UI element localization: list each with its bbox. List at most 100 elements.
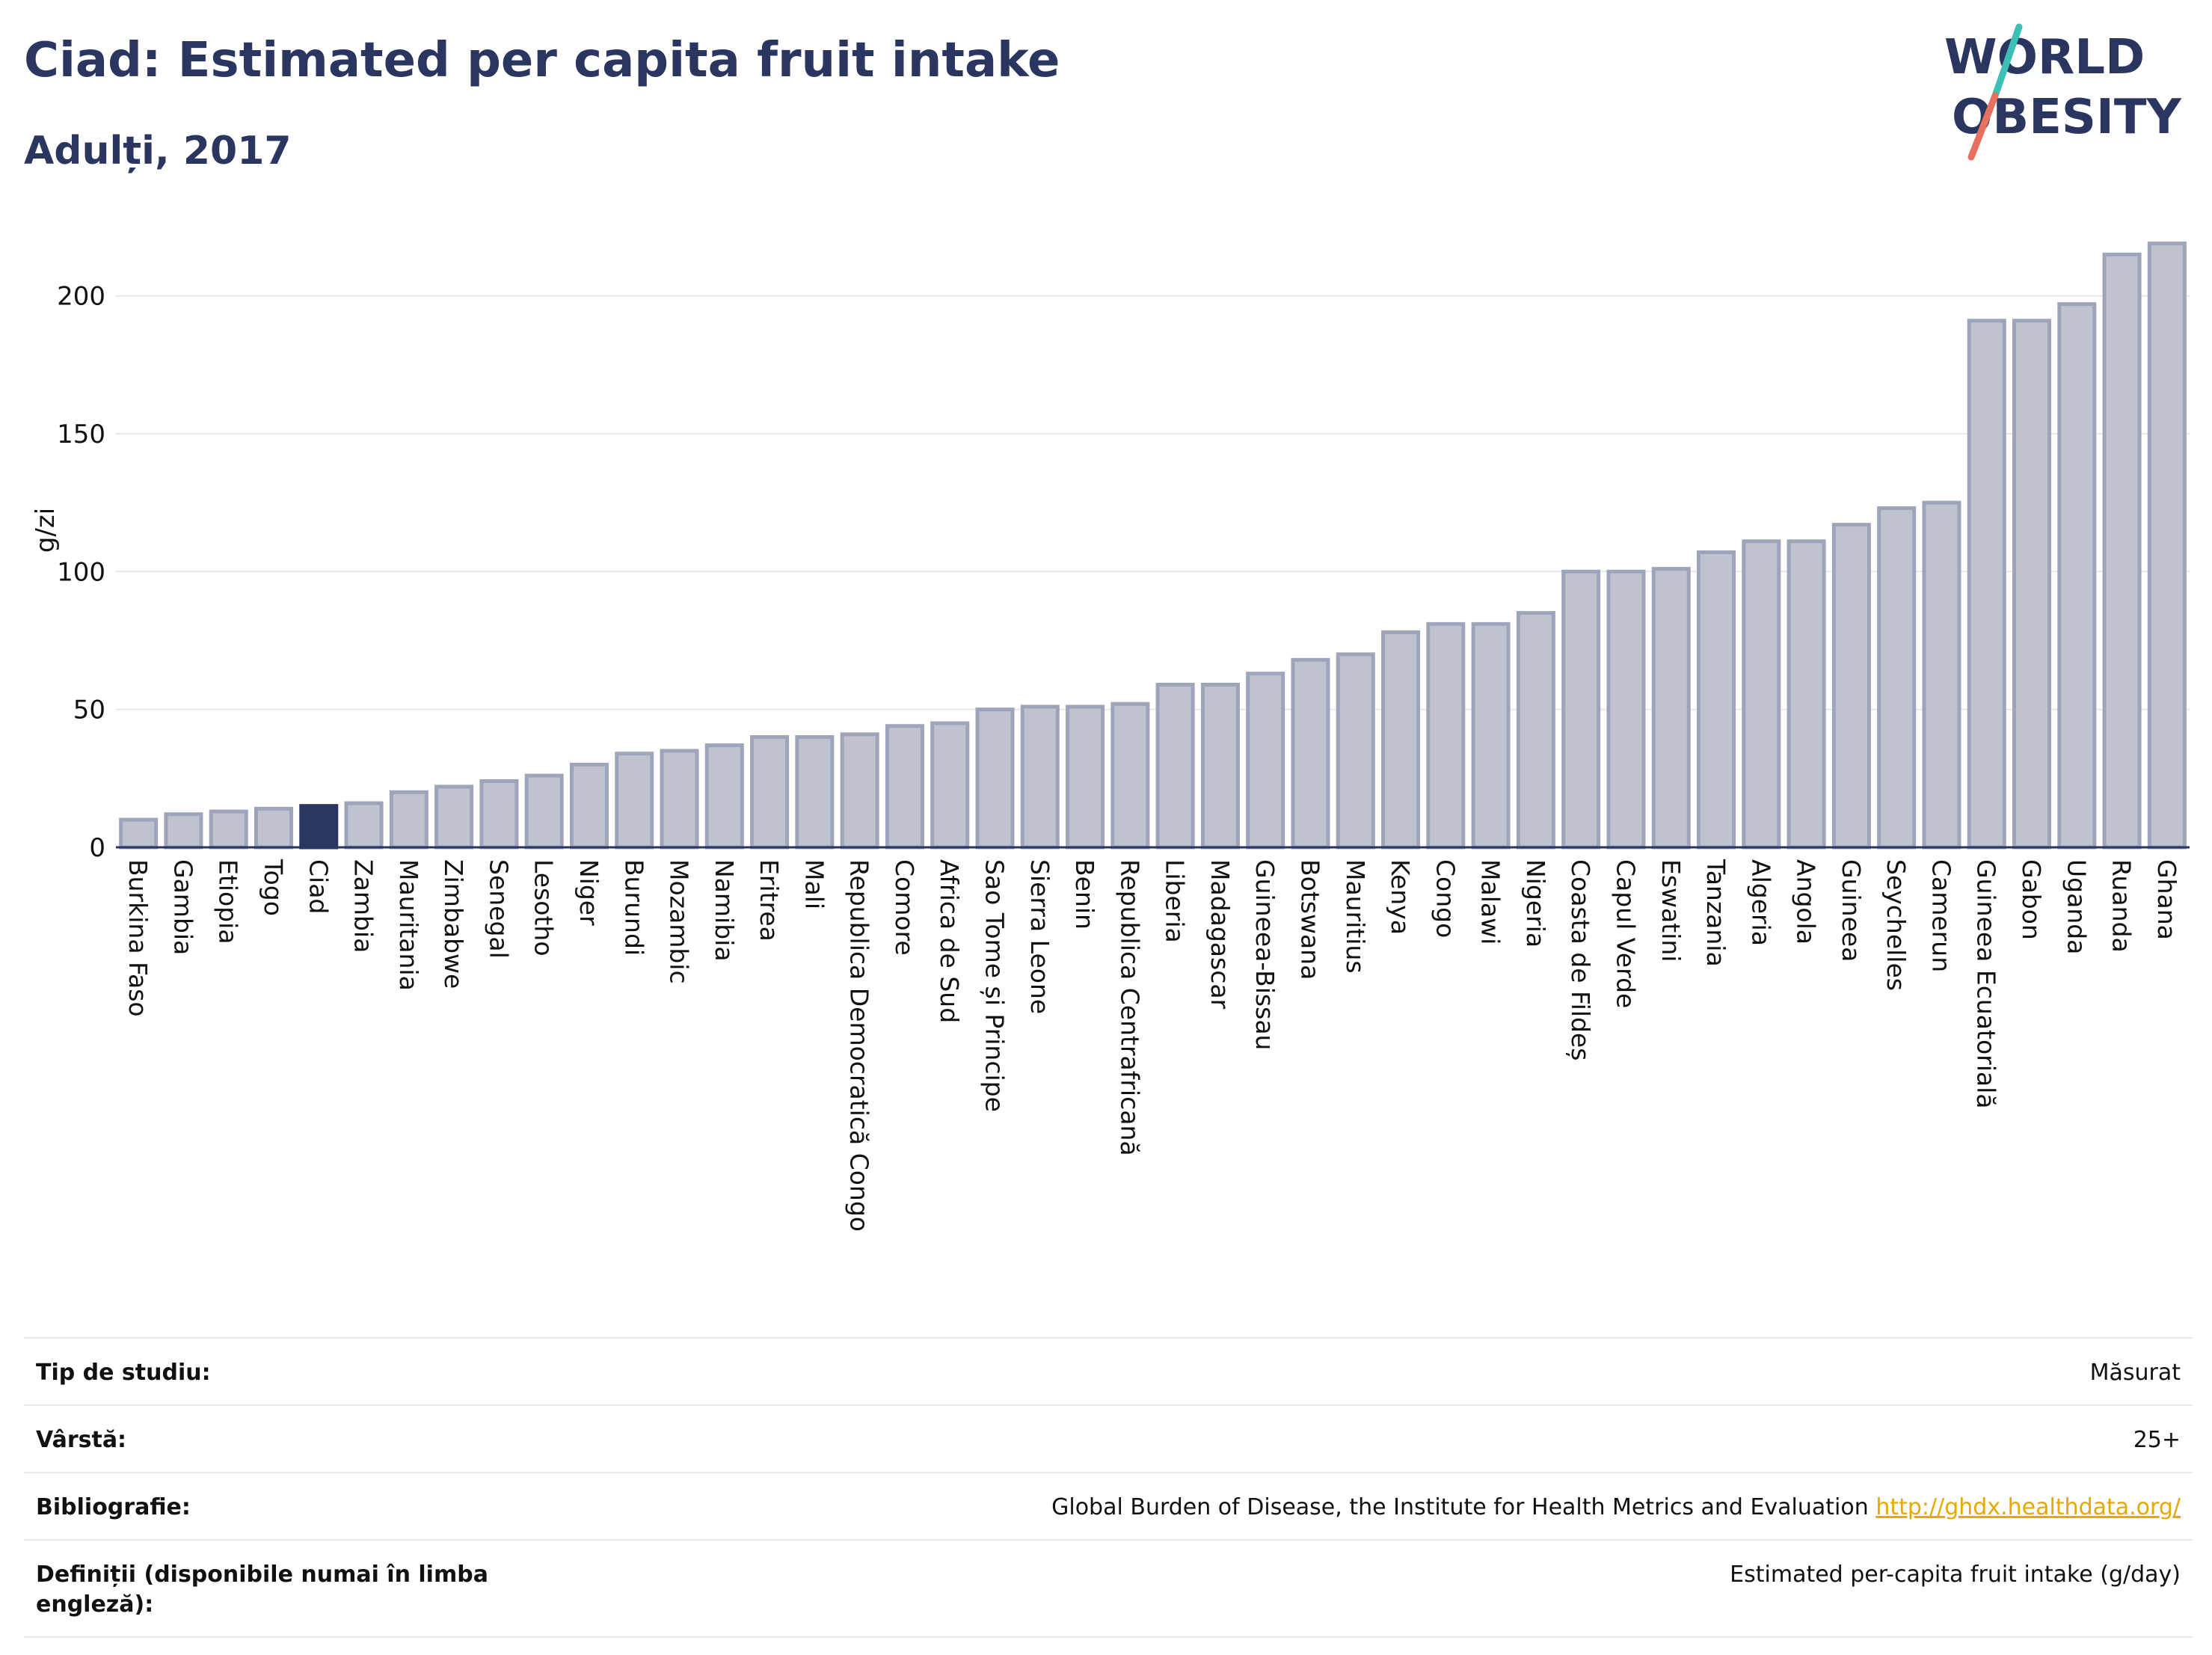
bar-mauritius[interactable] <box>1336 652 1375 850</box>
x-tick-label: Eritrea <box>755 859 784 942</box>
bar-seychelles[interactable] <box>1877 506 1917 850</box>
bar-burkina-faso[interactable] <box>119 817 159 850</box>
x-tick-label: Angola <box>1792 859 1821 945</box>
bar-africa-de-sud[interactable] <box>930 721 970 850</box>
bar-namibia[interactable] <box>704 743 744 850</box>
bibliography-link[interactable]: http://ghdx.healthdata.org/ <box>1875 1494 2181 1520</box>
bar-mauritania[interactable] <box>389 790 428 850</box>
x-tick-label: Ciad <box>304 859 333 914</box>
bar-guineea-bissau[interactable] <box>1246 672 1285 850</box>
x-tick-label: Sao Tome și Principe <box>980 859 1010 1112</box>
bar-zimbabwe[interactable] <box>434 784 474 850</box>
bar-malawi[interactable] <box>1471 621 1511 850</box>
bar-algeria[interactable] <box>1742 539 1781 850</box>
x-tick-labels: Burkina Faso Gambia Etiopia Togo Ciad Zambia M… <box>123 859 2181 1232</box>
x-tick-label: Gabon <box>2017 859 2046 940</box>
bar-ciad[interactable] <box>299 804 339 850</box>
bar-republica-centrafricană[interactable] <box>1110 701 1150 850</box>
bar-lesotho[interactable] <box>524 773 564 850</box>
bar-mozambic[interactable] <box>660 749 699 850</box>
info-value: Estimated per-capita fruit intake (g/day… <box>1730 1562 2181 1588</box>
info-value: Măsurat <box>2089 1360 2181 1386</box>
x-tick-label: Africa de Sud <box>935 859 964 1023</box>
bar-kenya[interactable] <box>1381 630 1421 850</box>
bar-coasta-de-fildeș[interactable] <box>1561 569 1601 850</box>
x-tick-label: Camerun <box>1926 859 1956 972</box>
bar-burundi[interactable] <box>615 752 654 850</box>
x-tick-label: Benin <box>1070 859 1099 930</box>
x-tick-label: Tanzania <box>1701 859 1730 967</box>
bar-chart: 0 50 100 150 200 Burkina Faso Gambia Etiopia To… <box>31 242 2190 1232</box>
info-row-age: Vârstă: 25+ <box>24 1404 2193 1472</box>
bar-republica-democratică-congo[interactable] <box>840 732 879 850</box>
bar-guineea[interactable] <box>1831 523 1871 850</box>
x-tick-label: Capul Verde <box>1611 859 1640 1008</box>
x-tick-label: Etiopia <box>214 859 243 945</box>
x-tick-label: Togo <box>259 859 288 916</box>
bar-comore[interactable] <box>885 724 924 850</box>
bar-nigeria[interactable] <box>1516 611 1555 850</box>
x-tick-label: Mali <box>799 859 829 909</box>
bar-liberia[interactable] <box>1155 682 1195 850</box>
bar-sao-tome-și-principe[interactable] <box>975 707 1015 850</box>
y-tick-label: 0 <box>89 833 105 863</box>
info-key: Bibliografie: <box>36 1494 191 1520</box>
x-tick-label: Guineea-Bissau <box>1250 859 1279 1050</box>
x-tick-label: Malawi <box>1476 859 1505 945</box>
bar-madagascar[interactable] <box>1200 682 1240 850</box>
info-row-definitions: Definiții (disponibile numai în limba en… <box>24 1539 2193 1638</box>
x-tick-label: Mauritania <box>394 859 423 991</box>
bar-botswana[interactable] <box>1291 657 1330 850</box>
y-tick-label: 150 <box>57 420 105 449</box>
bar-senegal[interactable] <box>479 779 519 850</box>
bar-tanzania[interactable] <box>1697 550 1736 850</box>
x-tick-label: Ghana <box>2152 859 2181 940</box>
bar-gabon[interactable] <box>2012 319 2052 850</box>
x-tick-label: Mauritius <box>1341 859 1370 974</box>
bar-ruanda[interactable] <box>2102 252 2142 850</box>
bar-etiopia[interactable] <box>209 809 248 850</box>
world-obesity-logo: WORLD OBESITY <box>1944 23 2181 161</box>
info-value: Global Burden of Disease, the Institute … <box>1051 1494 1869 1520</box>
info-key: Vârstă: <box>36 1427 127 1453</box>
info-value: 25+ <box>2133 1427 2181 1453</box>
bar-zambia[interactable] <box>344 801 384 850</box>
bar-uganda[interactable] <box>2057 302 2097 850</box>
x-tick-label: Republica Democratică Congo <box>845 859 874 1232</box>
x-tick-label: Comore <box>890 859 919 956</box>
bar-niger[interactable] <box>569 762 609 850</box>
y-tick-label: 100 <box>57 557 105 587</box>
x-tick-label: Zimbabwe <box>439 859 468 989</box>
x-tick-label: Niger <box>574 859 603 926</box>
x-tick-label: Ruanda <box>2107 859 2136 953</box>
bar-mali[interactable] <box>795 735 835 850</box>
x-tick-label: Guineea Ecuatorială <box>1972 859 2001 1109</box>
x-tick-label: Sierra Leone <box>1025 859 1054 1014</box>
bar-gambia[interactable] <box>164 812 203 850</box>
x-tick-label: Namibia <box>710 859 739 962</box>
bar-ghana[interactable] <box>2147 242 2187 850</box>
x-tick-label: Madagascar <box>1205 859 1235 1010</box>
bar-eswatini[interactable] <box>1651 567 1691 850</box>
info-key: Definiții (disponibile numai în limba en… <box>36 1562 488 1618</box>
logo-line1: WORLD <box>1944 30 2145 85</box>
bar-eritrea[interactable] <box>750 735 790 850</box>
x-tick-label: Algeria <box>1746 859 1775 946</box>
x-tick-label: Nigeria <box>1521 859 1550 948</box>
y-tick-label: 50 <box>73 696 105 725</box>
chart-title: Ciad: Estimated per capita fruit intake <box>24 33 1060 88</box>
x-tick-label: Burundi <box>619 859 648 956</box>
x-tick-label: Congo <box>1431 859 1460 938</box>
bar-benin[interactable] <box>1066 704 1105 850</box>
bar-sierra-leone[interactable] <box>1020 704 1060 850</box>
bar-capul-verde[interactable] <box>1606 569 1646 850</box>
bar-congo[interactable] <box>1426 621 1466 850</box>
y-tick-labels: 0 50 100 150 200 <box>57 282 105 863</box>
bar-angola[interactable] <box>1787 539 1826 850</box>
info-table: Tip de studiu: Măsurat Vârstă: 25+ Bibli… <box>24 1337 2193 1638</box>
bar-togo[interactable] <box>254 806 293 850</box>
x-tick-label: Burkina Faso <box>123 859 153 1017</box>
info-value-wrap: Global Burden of Disease, the Institute … <box>1051 1493 2181 1523</box>
bar-guineea-ecuatorială[interactable] <box>1967 319 2006 850</box>
bar-camerun[interactable] <box>1922 500 1961 850</box>
